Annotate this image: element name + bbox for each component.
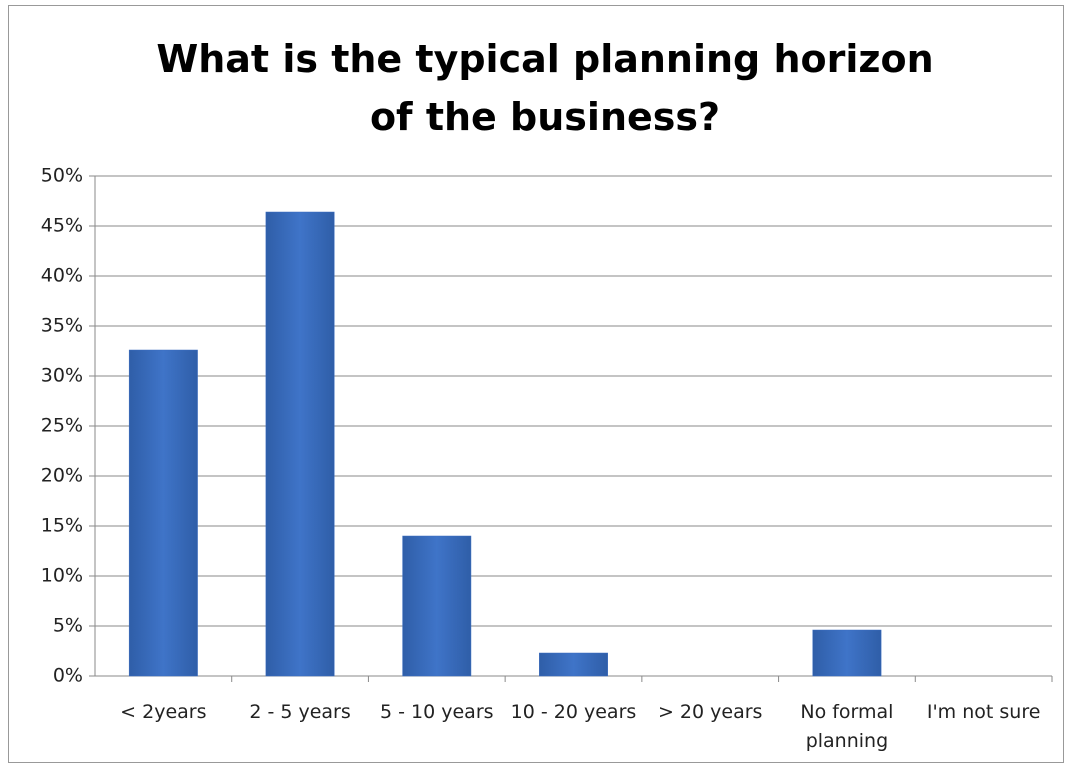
y-tick-label: 30%	[41, 365, 83, 387]
x-tick-label: 5 - 10 years	[380, 701, 494, 723]
y-tick-label: 50%	[41, 165, 83, 187]
chart-title: What is the typical planning horizon of …	[156, 37, 934, 139]
x-tick-label: 2 - 5 years	[249, 701, 351, 723]
x-tick-label: > 20 years	[657, 701, 763, 723]
bar	[539, 652, 608, 677]
x-tick-label: No formal planning	[800, 701, 894, 752]
x-tick-label: I'm not sure	[926, 701, 1041, 723]
bar	[402, 535, 472, 677]
y-tick-label: 5%	[53, 615, 83, 637]
y-tick-label: 0%	[53, 665, 83, 687]
bar	[265, 211, 335, 677]
y-tick-label: 15%	[41, 515, 83, 537]
y-tick-label: 35%	[41, 315, 83, 337]
y-tick-label: 40%	[41, 265, 83, 287]
y-tick-label: 45%	[41, 215, 83, 237]
x-tick-label: < 2years	[120, 701, 207, 723]
y-tick-label: 10%	[41, 565, 83, 587]
x-tick-label: 10 - 20 years	[510, 701, 637, 723]
bar	[128, 349, 198, 677]
y-tick-label: 25%	[41, 415, 83, 437]
bar	[812, 629, 882, 677]
chart-border	[8, 5, 1064, 763]
y-tick-label: 20%	[41, 465, 83, 487]
